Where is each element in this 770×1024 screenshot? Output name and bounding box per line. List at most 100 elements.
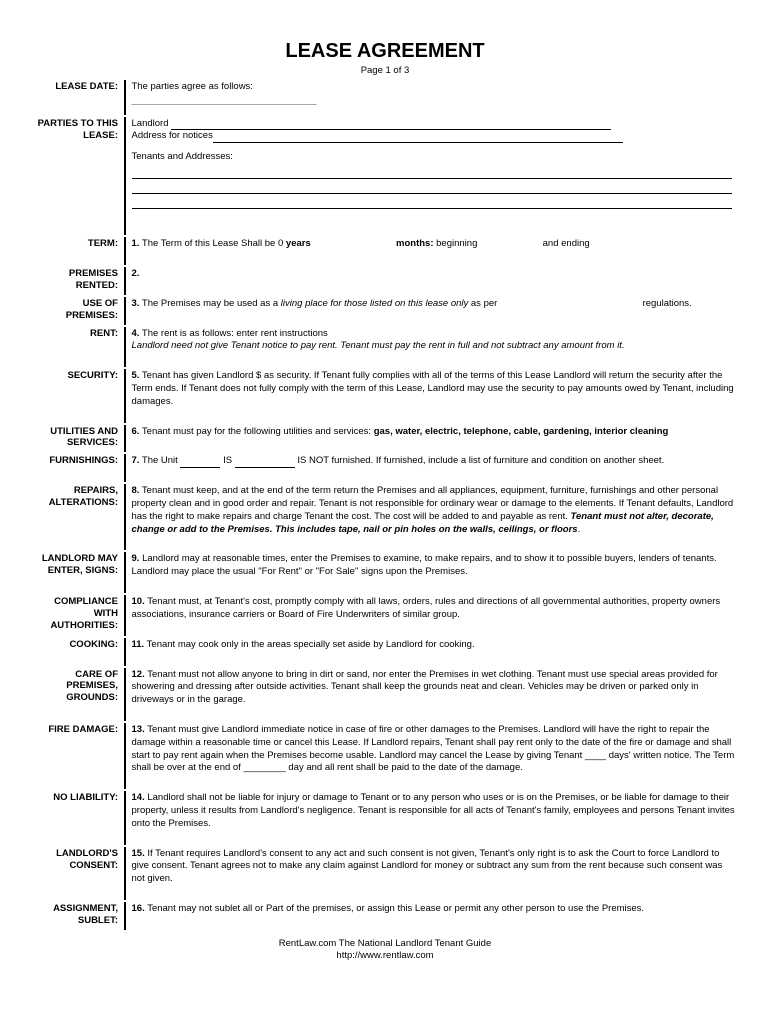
landlord-blank — [171, 119, 611, 130]
furn-blank2 — [235, 458, 295, 468]
rent-line2: Landlord need not give Tenant notice to … — [132, 340, 625, 351]
assignment-text: Tenant may not sublet all or Part of the… — [147, 903, 644, 914]
footer-line2: http://www.rentlaw.com — [32, 950, 738, 962]
utilities-content: 6. Tenant must pay for the following uti… — [132, 425, 739, 453]
fire-content: 13. Tenant must give Landlord immediate … — [132, 723, 739, 789]
use-num: 3. — [132, 298, 140, 309]
care-num: 12. — [132, 669, 145, 680]
divider — [124, 297, 126, 325]
assignment-label: ASSIGNMENT, SUBLET: — [32, 902, 124, 927]
divider — [124, 638, 126, 666]
rent-num: 4. — [132, 328, 140, 339]
liability-row: NO LIABILITY: 14. Landlord shall not be … — [32, 791, 738, 844]
cooking-content: 11. Tenant may cook only in the areas sp… — [132, 638, 739, 666]
address-label: Address for notices — [132, 130, 213, 141]
liability-label: NO LIABILITY: — [32, 791, 124, 804]
furn-is: IS — [223, 455, 232, 466]
security-text: Tenant has given Landlord $ as security.… — [132, 370, 734, 407]
consent-row: LANDLORD'S CONSENT: 15. If Tenant requir… — [32, 847, 738, 900]
utilities-label: UTILITIES AND SERVICES: — [32, 425, 124, 450]
utilities-bold: gas, water, electric, telephone, cable, … — [374, 426, 669, 437]
repairs-num: 8. — [132, 485, 140, 496]
furnishings-label: FURNISHINGS: — [32, 454, 124, 467]
divider — [124, 80, 126, 115]
enter-content: 9. Landlord may at reasonable times, ent… — [132, 552, 739, 593]
tenant-line-1 — [132, 164, 733, 179]
divider — [124, 902, 126, 930]
premises-rented-label: PREMISES RENTED: — [32, 267, 124, 292]
divider — [124, 791, 126, 844]
premises-num: 2. — [132, 268, 140, 279]
enter-text: Landlord may at reasonable times, enter … — [132, 553, 717, 577]
lease-date-row: LEASE DATE: The parties agree as follows… — [32, 80, 738, 115]
parties-row: PARTIES TO THIS LEASE: Landlord Address … — [32, 117, 738, 235]
divider — [124, 668, 126, 721]
lease-document: LEASE AGREEMENT Page 1 of 3 LEASE DATE: … — [0, 0, 770, 983]
care-row: CARE OF PREMISES, GROUNDS: 12. Tenant mu… — [32, 668, 738, 721]
lease-date-content: The parties agree as follows: __________… — [132, 80, 739, 115]
care-text: Tenant must not allow anyone to bring in… — [132, 669, 718, 706]
parties-content: Landlord Address for notices Tenants and… — [132, 117, 739, 235]
enter-num: 9. — [132, 553, 140, 564]
compliance-label: COMPLIANCE WITH AUTHORITIES: — [32, 595, 124, 632]
furn-num: 7. — [132, 455, 140, 466]
utilities-prefix: Tenant must pay for the following utilit… — [142, 426, 371, 437]
date-blank: ___________________________________ — [132, 96, 317, 109]
furn-isnot: IS NOT — [297, 455, 329, 466]
assignment-num: 16. — [132, 903, 145, 914]
liability-content: 14. Landlord shall not be liable for inj… — [132, 791, 739, 844]
assignment-row: ASSIGNMENT, SUBLET: 16. Tenant may not s… — [32, 902, 738, 930]
divider — [124, 847, 126, 900]
use-suffix: regulations. — [643, 298, 692, 309]
security-content: 5. Tenant has given Landlord $ as securi… — [132, 369, 739, 422]
liability-text: Landlord shall not be liable for injury … — [132, 792, 735, 829]
cooking-row: COOKING: 11. Tenant may cook only in the… — [32, 638, 738, 666]
compliance-num: 10. — [132, 596, 145, 607]
security-num: 5. — [132, 370, 140, 381]
compliance-row: COMPLIANCE WITH AUTHORITIES: 10. Tenant … — [32, 595, 738, 636]
use-middle: as per — [471, 298, 497, 309]
rent-label: RENT: — [32, 327, 124, 340]
care-content: 12. Tenant must not allow anyone to brin… — [132, 668, 739, 721]
divider — [124, 327, 126, 368]
fire-row: FIRE DAMAGE: 13. Tenant must give Landlo… — [32, 723, 738, 789]
page-indicator: Page 1 of 3 — [32, 65, 738, 76]
footer: RentLaw.com The National Landlord Tenant… — [32, 938, 738, 963]
divider — [124, 552, 126, 593]
divider — [124, 484, 126, 550]
lease-date-label: LEASE DATE: — [32, 80, 124, 93]
parties-label: PARTIES TO THIS LEASE: — [32, 117, 124, 142]
term-content: 1. The Term of this Lease Shall be 0 yea… — [132, 237, 739, 265]
term-num: 1. — [132, 238, 140, 249]
premises-rented-row: PREMISES RENTED: 2. — [32, 267, 738, 295]
repairs-row: REPAIRS, ALTERATIONS: 8. Tenant must kee… — [32, 484, 738, 550]
utilities-row: UTILITIES AND SERVICES: 6. Tenant must p… — [32, 425, 738, 453]
furnishings-content: 7. The Unit IS IS NOT furnished. If furn… — [132, 454, 739, 482]
compliance-content: 10. Tenant must, at Tenant's cost, promp… — [132, 595, 739, 636]
divider — [124, 425, 126, 453]
fire-text: Tenant must give Landlord immediate noti… — [132, 724, 735, 773]
tenants-label: Tenants and Addresses: — [132, 151, 739, 164]
repairs-content: 8. Tenant must keep, and at the end of t… — [132, 484, 739, 550]
fire-label: FIRE DAMAGE: — [32, 723, 124, 736]
furn-suffix: furnished. If furnished, include a list … — [332, 455, 665, 466]
divider — [124, 595, 126, 636]
furnishings-row: FURNISHINGS: 7. The Unit IS IS NOT furni… — [32, 454, 738, 482]
use-label: USE OF PREMISES: — [32, 297, 124, 322]
consent-content: 15. If Tenant requires Landlord's consen… — [132, 847, 739, 900]
footer-line1: RentLaw.com The National Landlord Tenant… — [32, 938, 738, 950]
divider — [124, 237, 126, 265]
years-word: years — [286, 238, 311, 249]
cooking-text: Tenant may cook only in the areas specia… — [147, 639, 475, 650]
doc-title: LEASE AGREEMENT — [32, 40, 738, 63]
consent-text: If Tenant requires Landlord's consent to… — [132, 848, 723, 885]
landlord-label: Landlord — [132, 118, 169, 129]
premises-rented-content: 2. — [132, 267, 739, 295]
divider — [124, 454, 126, 482]
intro-text: The parties agree as follows: — [132, 81, 739, 94]
cooking-num: 11. — [132, 639, 145, 650]
address-blank — [213, 132, 623, 143]
use-row: USE OF PREMISES: 3. The Premises may be … — [32, 297, 738, 325]
consent-num: 15. — [132, 848, 145, 859]
use-content: 3. The Premises may be used as a living … — [132, 297, 739, 325]
